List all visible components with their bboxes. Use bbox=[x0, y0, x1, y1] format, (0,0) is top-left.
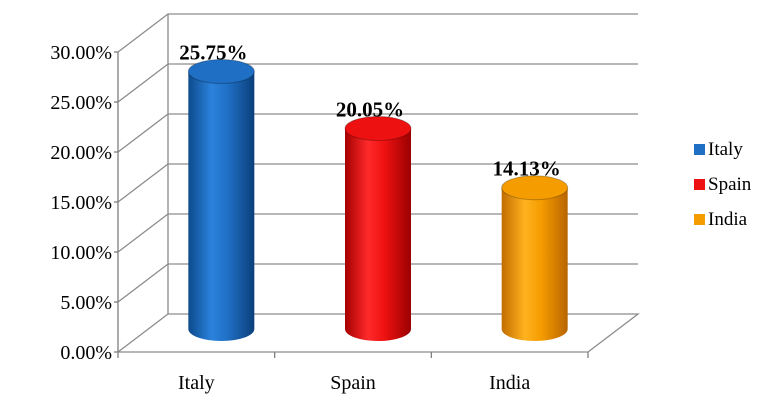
legend-swatch-spain bbox=[694, 179, 705, 190]
y-tick-label: 5.00% bbox=[60, 292, 112, 314]
data-label: 14.13% bbox=[493, 157, 561, 181]
y-tick-label: 10.00% bbox=[50, 242, 112, 264]
legend-label-spain: Spain bbox=[708, 174, 752, 195]
legend-label-italy: Italy bbox=[708, 139, 743, 160]
x-tick-label: Spain bbox=[330, 372, 376, 394]
x-axis-tick-labels: Italy Spain India bbox=[178, 372, 530, 394]
data-label: 20.05% bbox=[336, 98, 404, 122]
bar-spain bbox=[345, 129, 411, 342]
y-tick-label: 25.00% bbox=[50, 92, 112, 114]
x-tick-label: Italy bbox=[178, 372, 215, 394]
bar-italy bbox=[188, 72, 254, 342]
y-tick-label: 15.00% bbox=[50, 192, 112, 214]
bar-india bbox=[502, 188, 568, 341]
legend-label-india: India bbox=[708, 209, 748, 230]
legend: Italy Spain India bbox=[694, 139, 752, 230]
y-tick-label: 0.00% bbox=[60, 342, 112, 364]
legend-swatch-italy bbox=[694, 144, 705, 155]
x-tick-label: India bbox=[489, 372, 530, 394]
y-axis-tick-labels: 0.00% 5.00% 10.00% 15.00% 20.00% 25.00% 30.00% bbox=[50, 42, 112, 364]
y-tick-label: 20.00% bbox=[50, 142, 112, 164]
data-label: 25.75% bbox=[179, 41, 247, 65]
legend-swatch-india bbox=[694, 214, 705, 225]
y-tick-label: 30.00% bbox=[50, 42, 112, 64]
